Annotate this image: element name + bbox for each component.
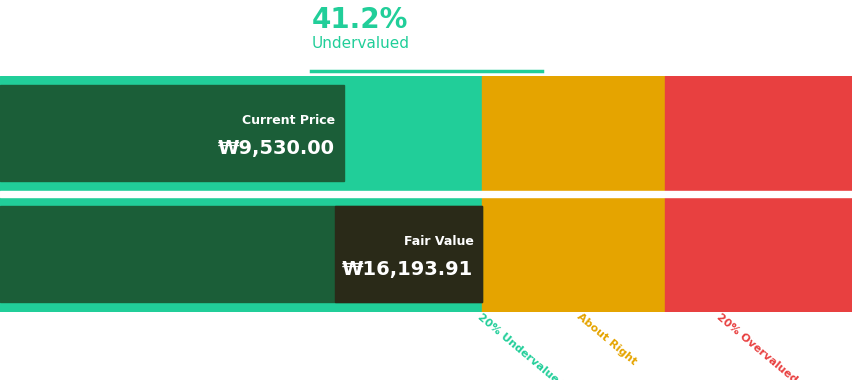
Bar	[0, 86, 343, 181]
Text: Undervalued: Undervalued	[311, 36, 409, 51]
Text: 20% Undervalued: 20% Undervalued	[475, 312, 566, 380]
Text: About Right: About Right	[574, 312, 638, 367]
Bar	[0, 76, 481, 312]
Bar	[335, 206, 481, 302]
Text: Fair Value: Fair Value	[403, 235, 473, 248]
Bar	[0, 191, 852, 197]
Text: 41.2%: 41.2%	[311, 6, 407, 34]
Text: ₩9,530.00: ₩9,530.00	[218, 139, 335, 158]
Bar	[481, 76, 665, 312]
Text: Current Price: Current Price	[242, 114, 335, 127]
Text: ₩16,193.91: ₩16,193.91	[342, 260, 473, 279]
Text: 20% Overvalued: 20% Overvalued	[713, 312, 797, 380]
Bar	[0, 206, 481, 302]
Bar	[665, 76, 852, 312]
